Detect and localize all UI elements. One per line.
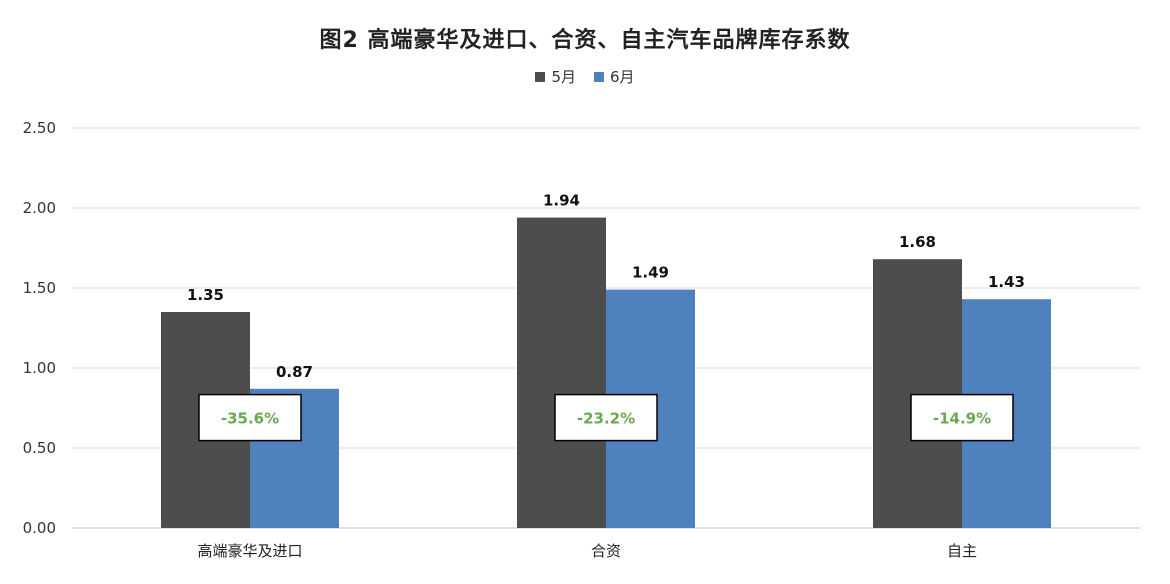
y-tick-label: 2.50 <box>23 119 56 137</box>
change-box <box>198 393 302 442</box>
change-label: -35.6% <box>221 410 279 428</box>
change-box <box>554 393 658 442</box>
y-tick-label: 0.50 <box>23 439 56 457</box>
x-tick-label: 自主 <box>947 542 977 560</box>
y-tick-label: 1.50 <box>23 279 56 297</box>
legend-label-series-1: 5月 <box>551 68 576 86</box>
legend-label-series-2: 6月 <box>610 68 635 86</box>
legend-swatch-series-2 <box>594 71 604 82</box>
data-label: 0.87 <box>276 363 313 381</box>
data-label: 1.43 <box>988 273 1025 291</box>
legend: 5月 6月 <box>0 66 1170 87</box>
y-tick-label: 2.00 <box>23 199 56 217</box>
data-label: 1.94 <box>543 192 580 210</box>
x-tick-label: 高端豪华及进口 <box>197 542 302 560</box>
chart-title: 图2 高端豪华及进口、合资、自主汽车品牌库存系数 <box>319 28 851 53</box>
change-box <box>910 393 1014 442</box>
y-tick-label: 0.00 <box>23 519 56 537</box>
x-tick-label: 合资 <box>591 542 621 560</box>
data-label: 1.49 <box>632 264 669 282</box>
change-label: -23.2% <box>577 410 635 428</box>
y-tick-label: 1.00 <box>23 359 56 377</box>
data-label: 1.68 <box>899 233 936 251</box>
legend-item-series-1: 5月 <box>535 66 576 87</box>
data-label: 1.35 <box>187 286 224 304</box>
legend-swatch-series-1 <box>535 71 546 82</box>
legend-item-series-2: 6月 <box>594 66 635 87</box>
bar <box>517 217 606 528</box>
bar <box>873 259 962 528</box>
change-label: -14.9% <box>933 410 991 428</box>
